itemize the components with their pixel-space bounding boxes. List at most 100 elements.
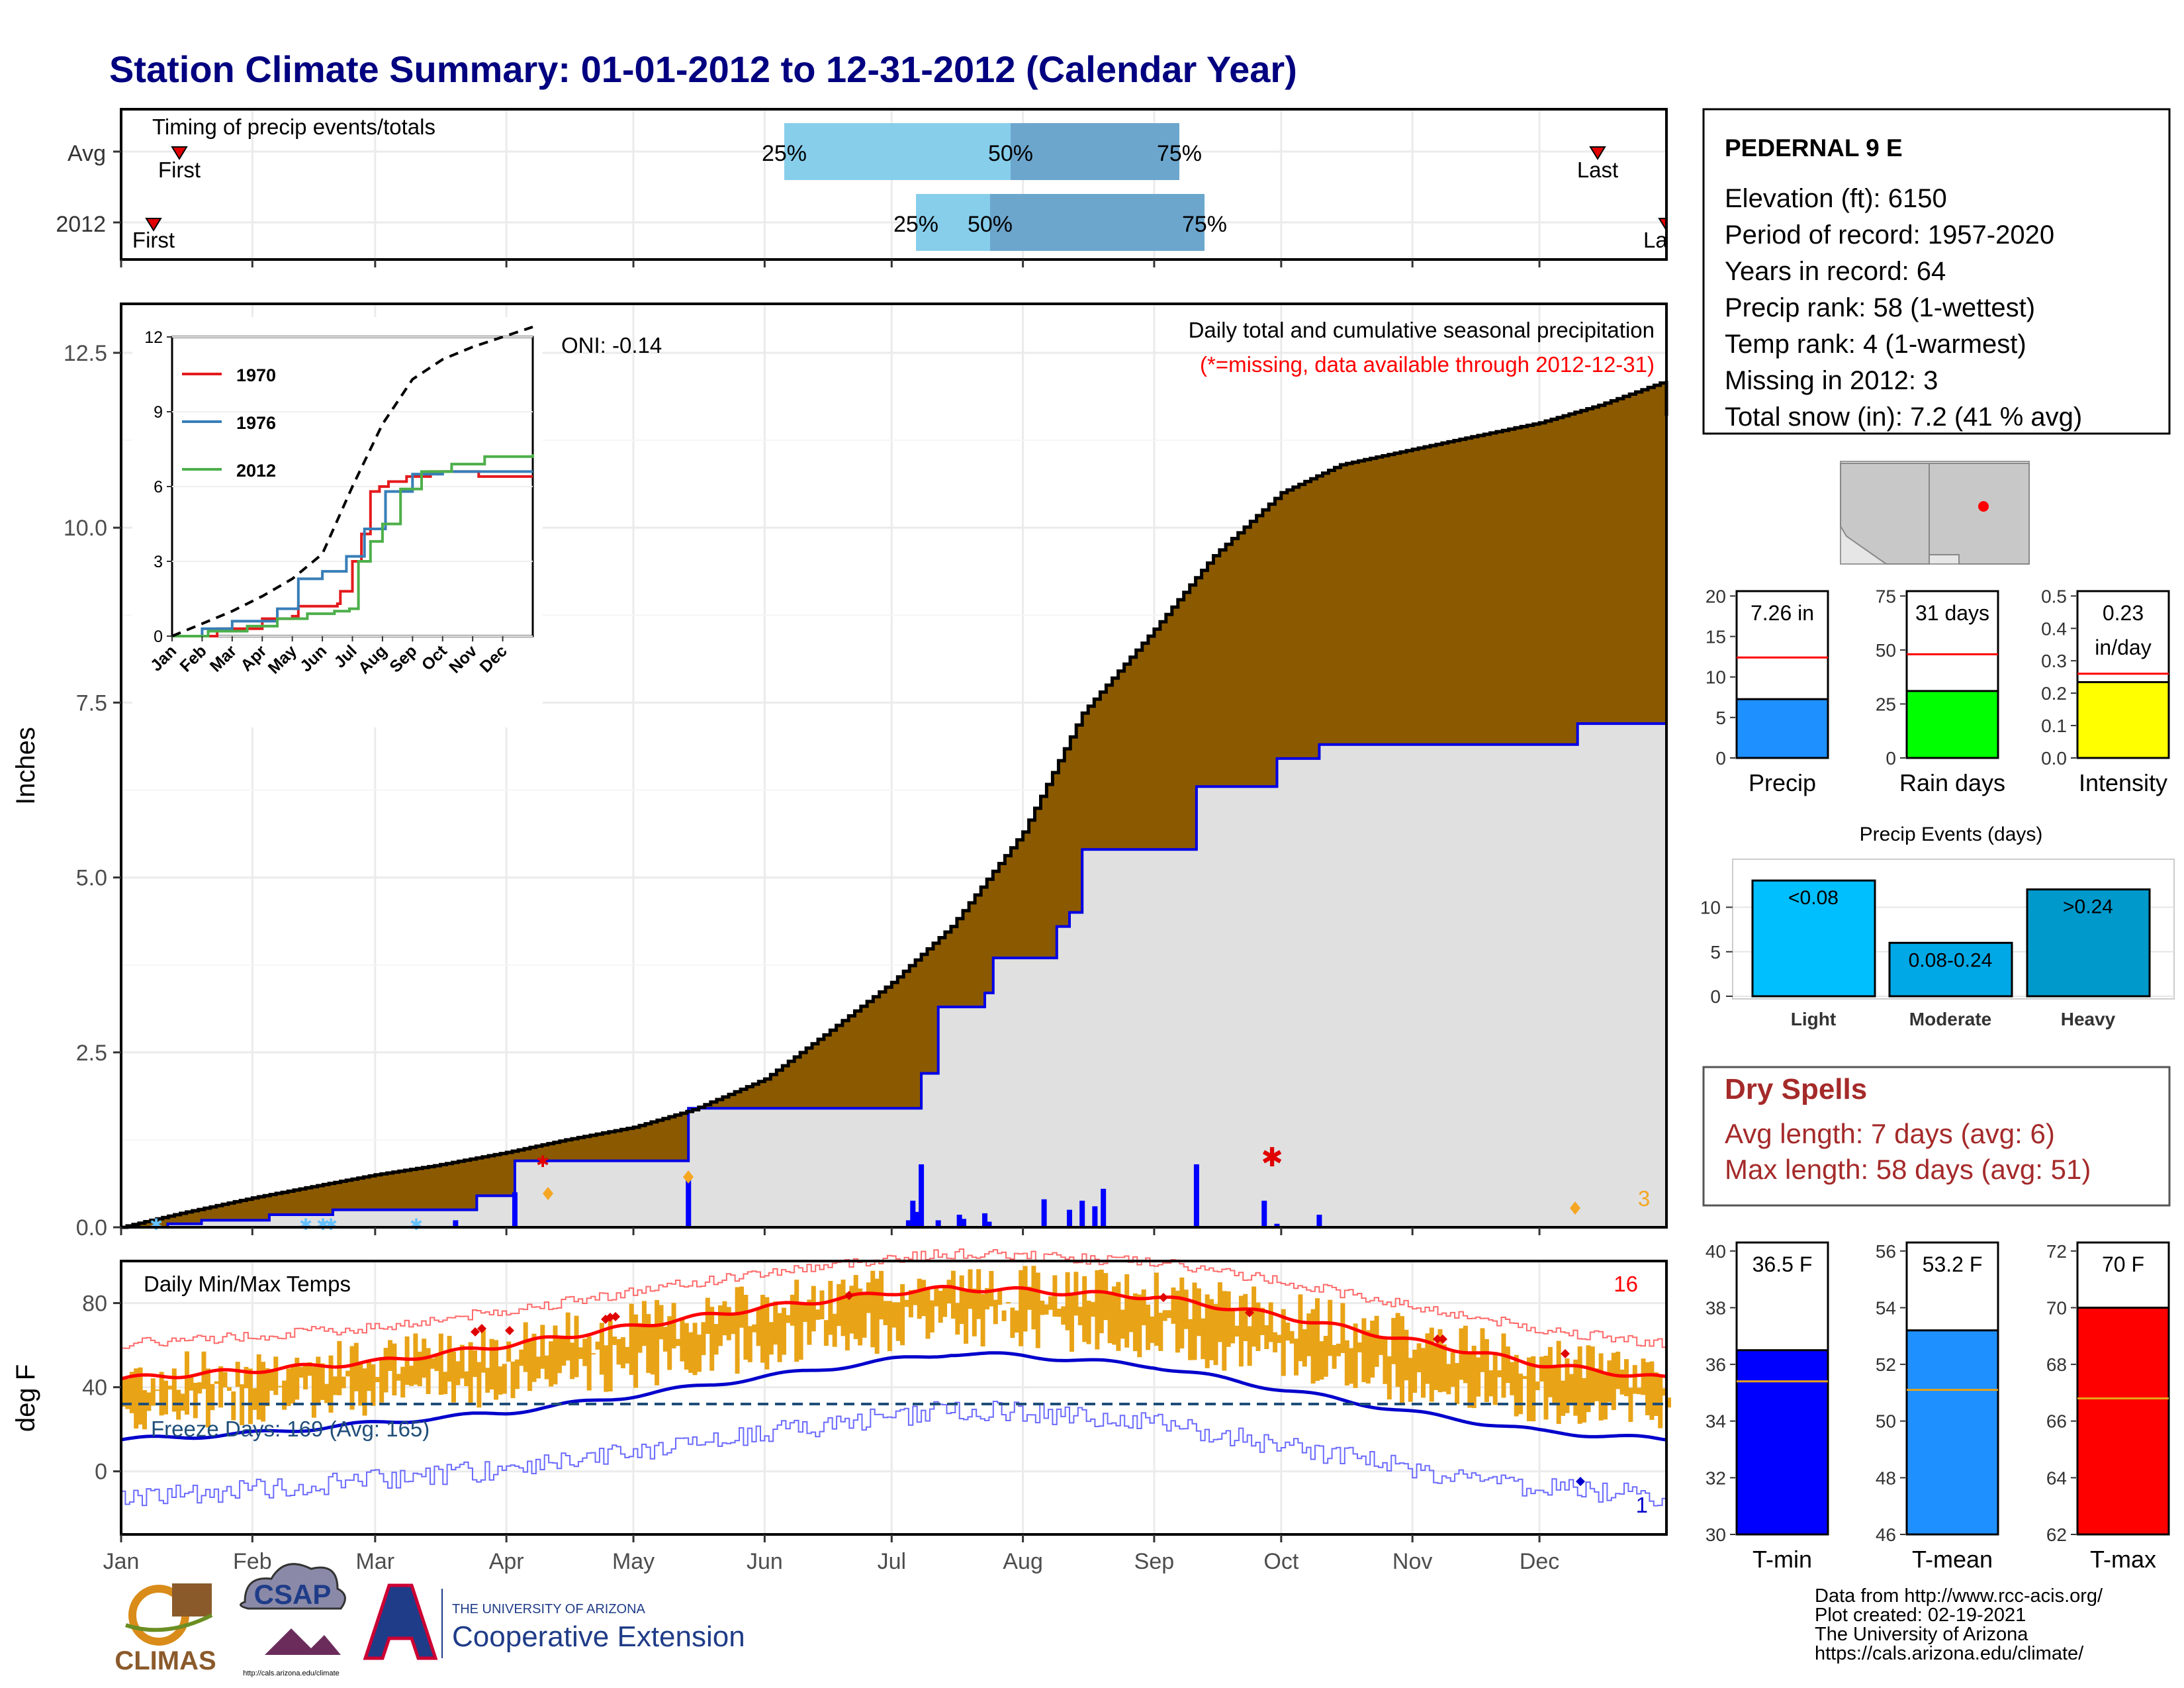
temp-day-bar	[392, 1343, 397, 1395]
temp-day-bar	[129, 1372, 134, 1413]
temp-day-bar	[1150, 1316, 1155, 1343]
temp-day-bar	[146, 1392, 152, 1411]
temp-day-bar	[782, 1307, 786, 1355]
record-markers	[471, 1291, 1585, 1486]
temp-day-bar	[667, 1316, 672, 1370]
daily-precip-bar	[1066, 1209, 1072, 1227]
temp-day-bar	[1539, 1356, 1545, 1382]
temp-day-bar	[1365, 1330, 1371, 1383]
temp-panel: Daily Min/Max Temps Freeze Days: 169 (Av…	[11, 1248, 1671, 1574]
temp-day-bar	[1281, 1309, 1286, 1376]
snow-flake-marker: ✱	[324, 1216, 338, 1234]
temp-day-bar	[1662, 1388, 1667, 1396]
temp-day-bar	[1607, 1360, 1612, 1403]
record-high-marker	[505, 1326, 514, 1335]
inset-y-tick-label: 9	[154, 403, 163, 422]
timing-avg-first-label: First	[158, 158, 201, 182]
gauge-name: Intensity	[2079, 769, 2167, 796]
snow-flake-marker: ✱	[410, 1216, 423, 1234]
temp-day-bar	[641, 1301, 647, 1346]
temp-day-bar	[1586, 1345, 1591, 1413]
temp-day-bar	[1141, 1289, 1146, 1325]
temp-day-bar	[417, 1351, 422, 1387]
temp-day-bar	[468, 1342, 473, 1404]
station-name: PEDERNAL 9 E	[1725, 134, 1903, 162]
temp-day-bar	[1095, 1270, 1100, 1350]
timing-2012-50-label: 50%	[968, 212, 1013, 237]
record-high-marker	[1245, 1308, 1254, 1317]
temp-day-bar	[1480, 1328, 1485, 1372]
events-bar-label: 0.08-0.24	[1909, 949, 1993, 971]
temp-day-bar	[604, 1345, 609, 1392]
temp-day-bar	[459, 1344, 465, 1379]
temp-day-bar	[1501, 1333, 1506, 1398]
temp-day-bar	[595, 1341, 600, 1350]
temp-day-bar	[1196, 1288, 1201, 1336]
station-info-box: PEDERNAL 9 E Elevation (ft): 6150 Period…	[1702, 108, 2171, 435]
temp-day-bar	[671, 1303, 676, 1348]
temp-day-bar	[430, 1358, 435, 1369]
temp-day-bar	[1006, 1302, 1011, 1304]
gauge-value-label: 36.5 F	[1752, 1252, 1813, 1276]
temp-day-bar	[964, 1289, 969, 1344]
record-high-marker	[1433, 1335, 1442, 1344]
timing-2012-75-label: 75%	[1182, 212, 1227, 237]
temp-day-bar	[1518, 1374, 1524, 1415]
temp-day-bar	[248, 1368, 253, 1425]
temp-day-bar	[316, 1356, 321, 1403]
temp-day-bar	[1463, 1325, 1468, 1383]
station-elevation: Elevation (ft): 6150	[1725, 184, 1947, 213]
temp-day-bar	[819, 1290, 825, 1319]
x-tick-label: Aug	[1003, 1549, 1043, 1574]
temp-y-axis-title: deg F	[11, 1364, 40, 1432]
temp-day-bar	[1379, 1338, 1383, 1355]
temp-day-bar	[1247, 1326, 1252, 1366]
events-bar-light	[1751, 879, 1876, 998]
cumulative-precip-line	[121, 381, 1668, 1229]
temp-day-bar	[290, 1364, 295, 1404]
temp-day-bar	[1450, 1352, 1455, 1387]
inset-lines	[171, 326, 534, 637]
gauge-tick-label: 0.1	[2041, 716, 2067, 736]
y-tick-label: 2.5	[76, 1041, 107, 1066]
temp-day-bar	[1023, 1266, 1028, 1332]
temp-day-bar	[968, 1269, 973, 1309]
y-tick-label: 80	[82, 1291, 107, 1317]
gauge-tick-label: 20	[1706, 586, 1726, 606]
gauge-value-label: 53.2 F	[1923, 1252, 1983, 1276]
temp-day-bar	[1433, 1344, 1439, 1390]
gauge-rain-days: 0 25 50 75 31 days Rain days	[1876, 586, 2005, 796]
temp-day-bar	[1289, 1331, 1295, 1344]
temp-day-bar	[705, 1297, 710, 1335]
events-x-label: Heavy	[2061, 1009, 2116, 1029]
temp-day-bar	[1243, 1293, 1248, 1341]
temp-day-bar	[828, 1281, 833, 1335]
temp-day-bar	[1234, 1325, 1240, 1336]
temp-day-bar	[1103, 1273, 1109, 1321]
temp-day-bar	[1370, 1321, 1375, 1378]
temp-day-bar	[163, 1380, 168, 1415]
gauge-tick-label: 56	[1876, 1241, 1896, 1262]
record-low-count: 1	[1636, 1493, 1648, 1517]
gauge-value-bar	[2076, 680, 2170, 759]
temp-day-bar	[1590, 1346, 1595, 1406]
gauge-tick-label: 46	[1876, 1524, 1896, 1545]
temp-day-bar	[553, 1325, 558, 1385]
temp-day-bar	[1615, 1351, 1621, 1389]
gauge-value-bar	[1735, 698, 1829, 759]
legend-label-1970: 1970	[236, 365, 276, 385]
precip-annotation-title: Daily total and cumulative seasonal prec…	[1189, 318, 1655, 342]
gauge-value-label: 70 F	[2102, 1252, 2144, 1276]
temp-day-bar	[731, 1315, 736, 1335]
temp-day-bar	[637, 1323, 643, 1353]
timing-avg-50-label: 50%	[988, 141, 1033, 166]
daily-precip-bar	[512, 1192, 518, 1227]
inset-legend: 1970 1976 2012	[182, 365, 276, 481]
temp-day-bar	[1492, 1352, 1498, 1405]
temp-day-bar	[214, 1381, 219, 1384]
temp-day-bar	[1179, 1277, 1185, 1348]
temp-day-bar	[1099, 1269, 1104, 1334]
temp-day-bar	[735, 1287, 740, 1374]
gauge-tick-label: 0.4	[2041, 618, 2067, 639]
temp-day-bar	[1171, 1288, 1176, 1324]
